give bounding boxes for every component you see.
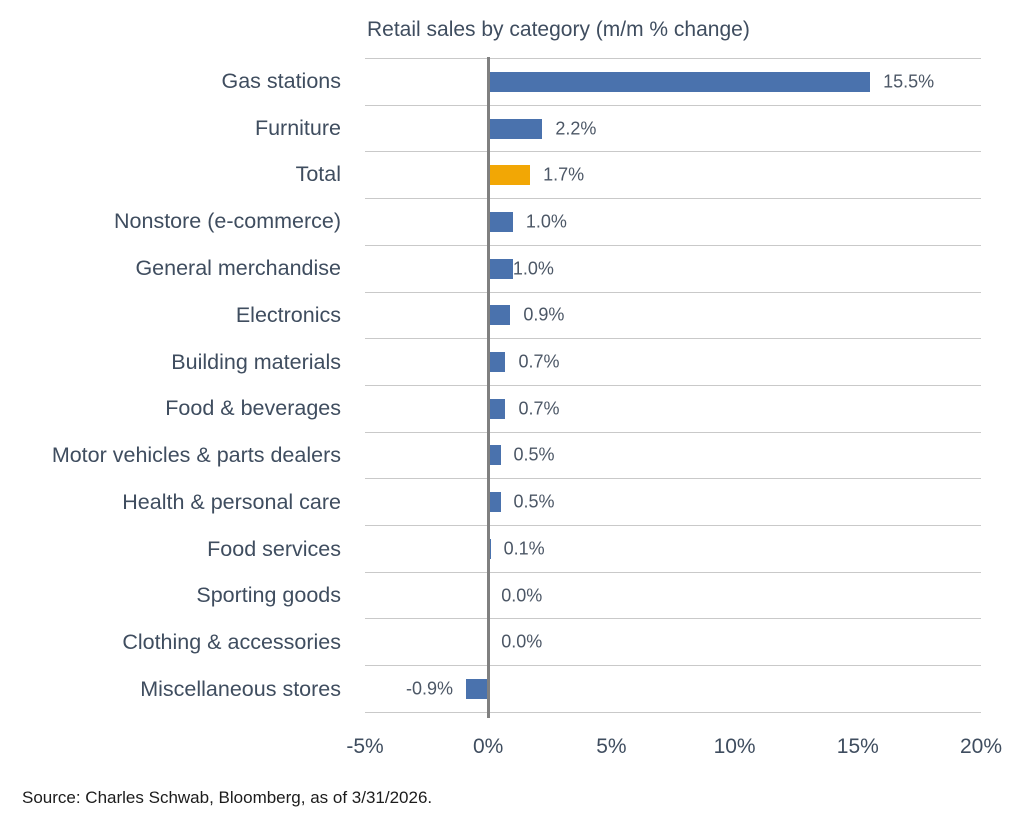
category-label: Gas stations [221, 68, 342, 93]
category-label: Health & personal care [122, 489, 341, 514]
plot-row: 0.0% [365, 573, 981, 620]
plot-row: 1.0% [365, 246, 981, 293]
value-label: 0.7% [518, 351, 560, 372]
bar [488, 445, 501, 466]
value-label: 0.9% [523, 304, 565, 325]
bar [488, 118, 543, 139]
chart-title: Retail sales by category (m/m % change) [367, 18, 750, 41]
x-axis-tick-label: 20% [959, 735, 1003, 758]
plot-row: 1.0% [365, 199, 981, 246]
value-label: 1.0% [525, 211, 567, 232]
x-axis: -5% 0% 5% 10% 15% 20% [346, 713, 1002, 765]
value-label: 1.7% [543, 164, 585, 185]
plot-row: 0.0% [365, 619, 981, 667]
category-label: General merchandise [135, 256, 341, 281]
category-label: Nonstore (e-commerce) [114, 209, 341, 234]
plot-row: -0.9% [365, 666, 981, 713]
value-label: 1.0% [512, 258, 554, 279]
category-label: Food & beverages [165, 396, 341, 421]
bar [488, 305, 511, 326]
bar [488, 352, 506, 373]
value-label: 0.7% [518, 398, 560, 419]
bar [466, 678, 489, 699]
value-label: 0.0% [501, 631, 543, 652]
category-label: Sporting goods [196, 583, 341, 608]
value-label: 0.1% [503, 538, 545, 559]
bar [488, 258, 513, 279]
plot-row: 0.5% [365, 433, 981, 480]
value-label: -0.9% [406, 678, 454, 699]
x-axis-tick-label: 5% [596, 735, 627, 758]
value-label: 0.0% [501, 585, 543, 606]
plot-row: 0.9% [365, 293, 981, 340]
plot-row: 0.5% [365, 479, 981, 527]
zero-axis-line [487, 57, 491, 718]
source-note: Source: Charles Schwab, Bloomberg, as of… [22, 788, 433, 807]
plot-row: 1.7% [365, 152, 981, 200]
x-axis-tick-label: 0% [473, 735, 504, 758]
bar-highlight [488, 165, 531, 186]
bar [488, 211, 513, 232]
category-label: Furniture [254, 115, 341, 140]
category-label: Electronics [235, 302, 341, 327]
category-label: Miscellaneous stores [140, 677, 341, 702]
plot-row: 2.2% [365, 106, 981, 153]
bar [488, 492, 501, 513]
x-axis-tick-label: -5% [346, 735, 384, 758]
plot-row: 0.1% [365, 526, 981, 573]
category-label: Motor vehicles & parts dealers [51, 443, 341, 468]
value-label: 15.5% [883, 71, 935, 92]
value-label: 2.2% [555, 118, 597, 139]
value-label: 0.5% [513, 444, 555, 465]
bar [488, 398, 506, 419]
category-labels-column: Gas stations Furniture Total Nonstore (e-co… [0, 58, 345, 713]
bar [488, 71, 871, 92]
value-label: 0.5% [513, 491, 555, 512]
plot-row: 15.5% [365, 59, 981, 106]
category-label: Clothing & accessories [122, 630, 341, 655]
plot-area: 15.5% 2.2% 1.7% 1.0% 1.0% 0.9% 0.7% 0.7% 0.5% 0.5… [365, 57, 981, 718]
category-label: Food services [207, 536, 341, 561]
x-axis-tick-label: 10% [713, 735, 756, 758]
plot-row: 0.7% [365, 386, 981, 433]
plot-row: 0.7% [365, 339, 981, 386]
category-label: Total [295, 162, 341, 187]
category-label: Building materials [171, 349, 341, 374]
x-axis-tick-label: 15% [836, 735, 879, 758]
